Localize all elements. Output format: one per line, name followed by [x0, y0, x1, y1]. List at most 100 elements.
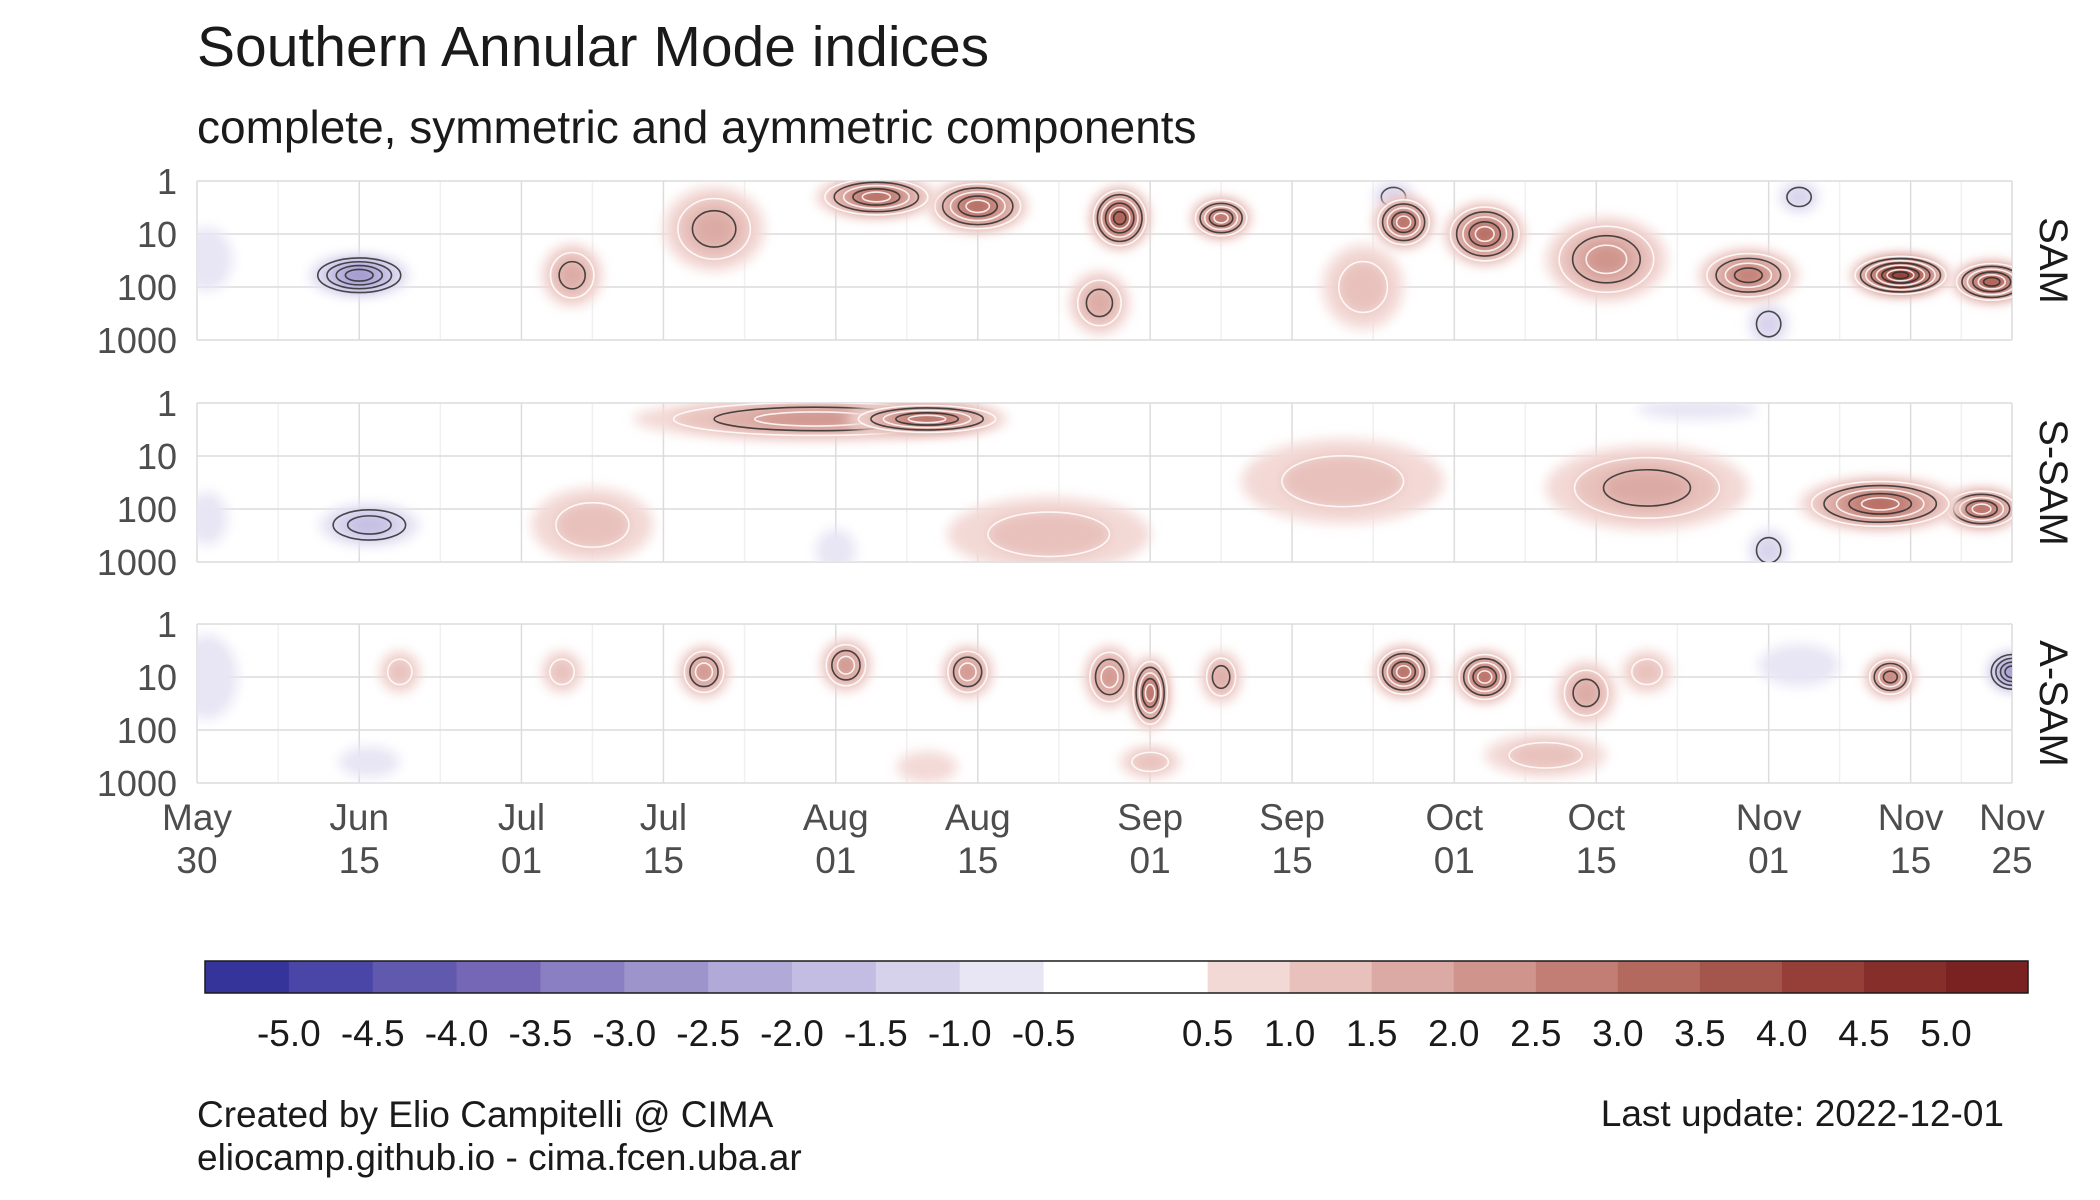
contour-line	[1458, 653, 1512, 701]
contour-fill	[1131, 752, 1169, 772]
legend-label: -2.5	[676, 1013, 740, 1054]
legend-swatch	[792, 961, 877, 993]
contour-line	[1144, 683, 1156, 703]
contour-fill	[1573, 679, 1600, 707]
x-tick-label: Aug	[945, 797, 1011, 838]
legend-swatch	[1453, 961, 1537, 993]
x-tick-label: 01	[1130, 840, 1171, 881]
contour-line	[1982, 276, 2001, 287]
contour-line	[1476, 670, 1493, 684]
x-tick-label: Oct	[1567, 797, 1625, 838]
anomaly-blob	[1069, 271, 1130, 335]
anomaly-blob	[1545, 445, 1749, 531]
contour-line	[1859, 257, 1942, 293]
contour-line	[326, 260, 393, 290]
contour-line	[1602, 468, 1692, 507]
anomaly-blob	[197, 227, 233, 292]
contour-line	[1508, 741, 1583, 769]
contour-line	[895, 412, 960, 426]
anomaly-blob	[942, 645, 993, 699]
contour-line	[1462, 216, 1508, 252]
contour-line	[558, 260, 587, 290]
legend-swatch	[1781, 961, 1865, 993]
contour-line	[346, 515, 392, 535]
contour-line	[1381, 203, 1426, 242]
contour-fill	[1603, 469, 1691, 507]
x-tick-label: 30	[176, 840, 217, 881]
contour-line	[1089, 651, 1131, 703]
contour-line	[1848, 492, 1913, 515]
anomaly-blob	[1748, 529, 1789, 562]
anomaly-blob	[308, 254, 410, 297]
anomaly-blob	[1454, 650, 1516, 704]
contour-line	[1880, 266, 1920, 284]
contour-fill	[837, 656, 855, 675]
contour-line	[1455, 211, 1514, 257]
contour-line	[836, 655, 856, 675]
contour-fill	[197, 491, 228, 545]
contour-line	[1381, 652, 1426, 692]
anomaly-blob	[1190, 196, 1252, 240]
legend-swatch	[1207, 961, 1291, 993]
anomaly-blob	[1322, 244, 1404, 330]
contour-line	[1132, 660, 1169, 726]
contour-line	[1391, 211, 1417, 234]
contour-line	[555, 501, 630, 549]
contour-line	[870, 407, 985, 431]
contour-fill	[1861, 497, 1899, 510]
contour-line	[1467, 661, 1502, 693]
contour-fill	[815, 529, 857, 562]
panel-strip-label: S-SAM	[2031, 419, 2075, 546]
contour-line	[833, 181, 920, 213]
contour-line	[386, 658, 413, 686]
contour-fill	[387, 659, 412, 685]
anomaly-blob	[379, 650, 421, 694]
contour-line	[1868, 658, 1912, 696]
contour-line	[1100, 198, 1139, 238]
contour-line	[1377, 199, 1431, 246]
panel-a-sam: 1 10 100 1000 A-SAM	[97, 604, 2075, 804]
contour-line	[958, 662, 977, 682]
contour-line	[1955, 262, 2012, 302]
anomaly-blob	[1748, 302, 1789, 340]
y-tick-label: 100	[117, 489, 177, 530]
anomaly-blob	[1129, 655, 1171, 731]
legend-swatch	[1371, 961, 1455, 993]
contour-line	[1860, 496, 1900, 511]
contour-line	[344, 268, 374, 282]
anomaly-blob	[1373, 195, 1435, 249]
contour-line	[1094, 658, 1125, 696]
y-tick-label: 1000	[97, 763, 177, 804]
anomaly-blob	[541, 650, 583, 694]
contour-fill	[338, 746, 400, 778]
contour-fill	[1756, 537, 1781, 562]
contour-fill	[862, 192, 891, 202]
contour-fill	[754, 411, 877, 427]
contour-fill	[347, 515, 392, 535]
contour-fill	[1631, 659, 1663, 685]
contour-line	[1882, 670, 1899, 684]
anomaly-blob	[1778, 181, 1820, 213]
contour-line	[1835, 488, 1925, 519]
contour-line	[2004, 665, 2012, 679]
contour-line	[1971, 271, 2012, 293]
legend-label: 5.0	[1920, 1013, 1971, 1054]
legend-swatch	[372, 961, 458, 993]
contour-line	[1096, 193, 1143, 243]
legend-label: 1.5	[1346, 1013, 1397, 1054]
legend-label: -1.5	[844, 1013, 908, 1054]
contour-line	[852, 188, 901, 206]
contour-line	[549, 658, 575, 686]
legend-label: 1.0	[1264, 1013, 1315, 1054]
contour-line	[1878, 666, 1903, 688]
contour-line	[691, 209, 737, 248]
anomaly-blob	[1200, 650, 1242, 704]
anomaly-blob	[678, 645, 730, 699]
anomaly-blob	[541, 243, 603, 308]
x-tick-label: Jul	[640, 797, 687, 838]
contour-fill	[695, 663, 713, 681]
x-tick-label: 15	[643, 840, 684, 881]
panel-strip-label: A-SAM	[2031, 640, 2075, 767]
contour-fill	[1145, 684, 1155, 702]
anomaly-blob	[663, 186, 765, 272]
